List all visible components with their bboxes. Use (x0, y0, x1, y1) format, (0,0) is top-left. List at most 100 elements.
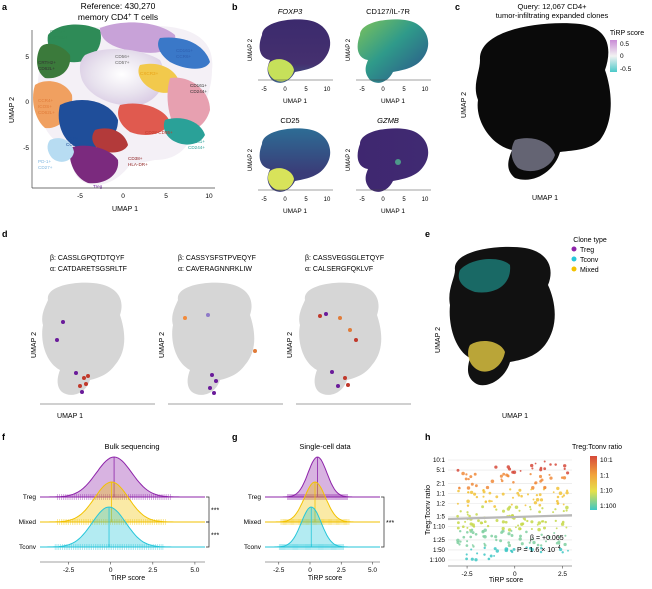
panel-b-title-cd25: CD25 (280, 116, 299, 125)
scatter-point (554, 463, 557, 466)
scatter-point (562, 503, 565, 506)
scatter-point (537, 527, 541, 532)
x-tick-label: 2.5 (337, 567, 346, 574)
tick: 0 (283, 87, 287, 93)
panel-h-xlabel: TiRP score (489, 577, 523, 584)
label-cd27: CD27+ (38, 165, 53, 170)
scatter-point (483, 546, 486, 550)
scatter-point (501, 526, 505, 531)
label-cd56: CD56+ (115, 54, 130, 59)
cluster-crth2-cd62l (37, 43, 71, 79)
tick: 0 (381, 197, 385, 203)
scatter-point (562, 494, 566, 497)
regression-line (447, 514, 573, 521)
panel-b-cd25: CD25 UMAP 2 UMAP 1 -5 0 5 10 (248, 116, 333, 215)
scatter-point (474, 532, 478, 536)
umap-gzmb (357, 128, 429, 192)
panel-f: f Bulk sequencing Treg Mixed Tconv -2.5 0 2.5… (2, 432, 219, 582)
scatter-point (481, 522, 484, 525)
clone-dot (346, 383, 350, 387)
scatter-point (458, 529, 462, 533)
panel-d-ylabel: UMAP 2 (287, 332, 294, 358)
panel-b-ticks-3: -5 0 5 10 (261, 197, 331, 203)
label-cd38: CD38+ (128, 156, 143, 161)
scatter-point (537, 521, 542, 525)
cluster-cd28-cd95 (118, 103, 170, 135)
scatter-point (530, 547, 534, 552)
clone-dot (206, 313, 210, 317)
colorbar-tick: 0.5 (620, 41, 629, 48)
panel-c-title-line2: tumor-infiltrating expanded clones (496, 11, 609, 20)
panel-a-xtick: -5 (77, 193, 83, 200)
scatter-point (490, 534, 494, 538)
panel-h-p-label: P = 1.6 × 10−4 (517, 545, 561, 554)
scatter-point (564, 534, 567, 537)
scatter-point (565, 526, 568, 529)
significance-label: *** (386, 520, 394, 527)
scatter-point (472, 525, 476, 528)
panel-g-title: Single-cell data (299, 442, 351, 451)
scatter-point (526, 519, 529, 523)
label-cd161-dark: CD161+ (190, 83, 207, 88)
legend-label-treg: Treg (580, 247, 594, 254)
row-label-mixed: Mixed (19, 519, 37, 526)
panel-c: c Query: 12,067 CD4+ tumor-infiltrating … (455, 2, 644, 202)
cd25-high-region (267, 168, 294, 191)
label-ccr4-orange: CCR4+ (38, 98, 54, 103)
scatter-point (553, 531, 556, 535)
clone3-beta: β: CASSVEGSGLETQYF (305, 255, 384, 262)
scatter-point (540, 533, 543, 537)
scatter-point (481, 530, 485, 533)
clone1-alpha: α: CATDARETSGSRLTF (50, 266, 127, 273)
panel-a-xtick: 5 (164, 193, 168, 200)
foxp3-high-region (267, 59, 294, 82)
scatter-point (557, 540, 561, 544)
scatter-point (548, 535, 551, 539)
scatter-point (540, 546, 543, 550)
scatter-point (466, 531, 469, 534)
panel-letter-f: f (2, 432, 6, 442)
panel-a-cluster-labels: CD161+CCR6+ CCR4+ CRTH2+ CRTH2+ CD62L+ C… (38, 26, 207, 189)
label-pd1: PD-1+ (38, 159, 51, 164)
scatter-point (563, 542, 567, 547)
clone-dot (336, 384, 340, 388)
tick: 10 (422, 197, 429, 203)
scatter-point (536, 543, 540, 547)
scatter-point (494, 465, 498, 469)
panel-e-ylabel: UMAP 2 (435, 327, 442, 353)
scatter-point (483, 553, 486, 556)
scatter-point (534, 462, 537, 465)
clone-dot (214, 379, 218, 383)
scatter-point (466, 540, 469, 543)
y-tick-label: 5:1 (436, 467, 445, 474)
cluster-cd161-cd244 (167, 77, 210, 131)
scatter-point (474, 558, 478, 562)
density-treg (265, 456, 380, 498)
scatter-point (467, 477, 470, 481)
scatter-point (540, 478, 544, 482)
panel-letter-c: c (455, 2, 460, 12)
row-label-tconv: Tconv (244, 544, 262, 551)
clone-dot (78, 384, 82, 388)
scatter-point (507, 467, 512, 471)
colorbar (590, 456, 597, 510)
scatter-point (512, 547, 516, 551)
scatter-point (543, 526, 546, 530)
clone-dot (86, 374, 90, 378)
scatter-point (532, 498, 535, 501)
panel-c-title-line1: Query: 12,067 CD4+ (518, 2, 588, 11)
scatter-point (504, 520, 508, 524)
scatter-point (495, 495, 499, 499)
x-tick-label: 5.0 (190, 567, 199, 574)
scatter-point (562, 476, 567, 480)
tick: -5 (261, 197, 267, 203)
label-cd161-blue: CD161+ (176, 48, 193, 53)
scatter-point (538, 474, 543, 479)
label-cd28-cd95: CD28-CD95+ (145, 130, 173, 135)
scatter-point (540, 520, 544, 523)
scatter-point (511, 496, 515, 499)
cluster-treg (69, 145, 119, 184)
cluster-cd161-cd244-teal (163, 118, 205, 145)
cluster-pd1-cd27 (47, 138, 74, 162)
panel-d-umap-1: UMAP 1 UMAP 2 (31, 282, 155, 420)
